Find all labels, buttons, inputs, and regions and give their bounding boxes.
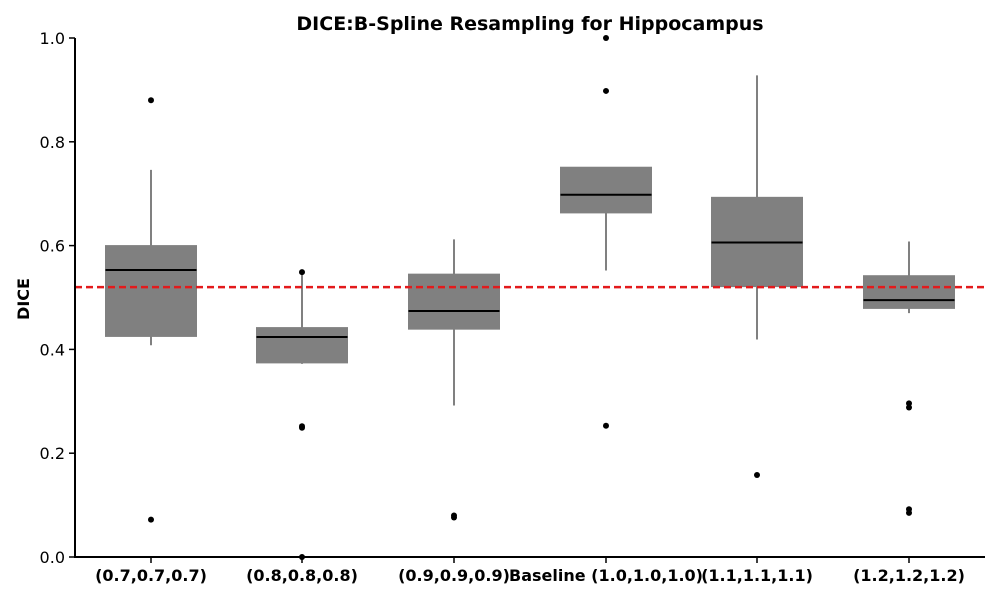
box-iqr [256, 327, 348, 364]
y-tick-label: 1.0 [40, 29, 65, 48]
y-tick-label: 0.6 [40, 237, 65, 256]
x-tick-label: (0.8,0.8,0.8) [246, 566, 358, 585]
box-iqr [560, 166, 652, 214]
outlier-point [906, 400, 912, 407]
box-group [408, 239, 500, 521]
x-tick-label: (1.1,1.1,1.1) [701, 566, 813, 585]
box-group [711, 75, 803, 478]
outlier-point [603, 422, 609, 429]
y-tick-label: 0.8 [40, 133, 65, 152]
y-tick-label: 0.4 [40, 340, 65, 359]
outlier-point [906, 404, 912, 411]
box-iqr [408, 273, 500, 330]
box-group [256, 269, 348, 560]
outlier-point [299, 269, 305, 276]
outlier-point [148, 516, 154, 523]
plot-area: 0.0 0.2 0.4 0.6 0.8 1.0 (0.7,0.7,0.7) (0.8,0.8,… [40, 29, 985, 585]
outlier-point [754, 471, 760, 478]
box-group [105, 97, 197, 523]
outlier-point [148, 97, 154, 104]
outlier-point [603, 87, 609, 94]
outlier-point [603, 35, 609, 41]
outlier-point [299, 424, 305, 431]
box-iqr [863, 275, 955, 309]
y-tick-label: 0.2 [40, 444, 65, 463]
outlier-point [906, 509, 912, 516]
y-tick-label: 0.0 [40, 548, 65, 567]
x-tick-label: (0.9,0.9,0.9) [398, 566, 510, 585]
y-axis-label: DICE [14, 278, 33, 320]
box-group [560, 35, 652, 429]
chart-title: DICE:B-Spline Resampling for Hippocampus [296, 13, 763, 35]
box-group [863, 241, 955, 516]
x-tick-label: (0.7,0.7,0.7) [95, 566, 207, 585]
box-iqr [105, 245, 197, 337]
x-tick-label: (1.2,1.2,1.2) [853, 566, 965, 585]
x-tick-label: Baseline (1.0,1.0,1.0) [509, 566, 703, 585]
outlier-point [451, 514, 457, 521]
